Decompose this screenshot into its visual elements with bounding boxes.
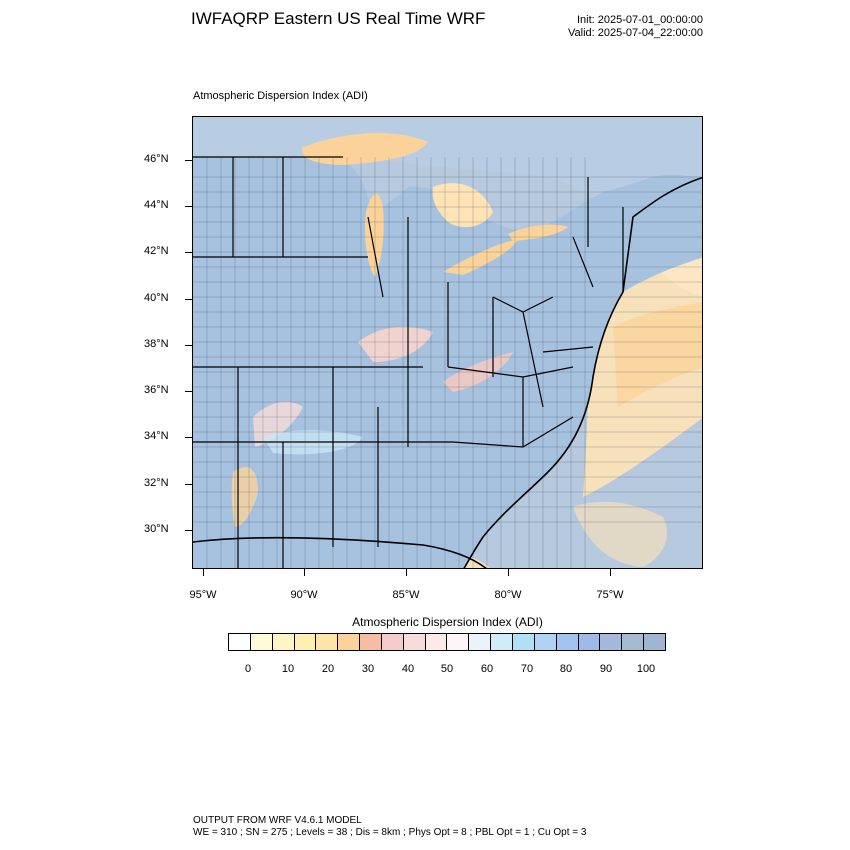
colorbar-box [600,634,623,650]
colorbar-label: 20 [321,663,335,675]
colorbar-label: 40 [401,663,415,675]
atlantic-coastline [463,176,702,568]
atlantic-orange-patch [613,302,702,407]
colorbar-label: 70 [520,663,534,675]
colorbar-box [360,634,382,650]
model-config: WE = 310 ; SN = 275 ; Levels = 38 ; Dis … [193,827,587,838]
lat-tick-label: 34°N [144,430,169,442]
colorbar [228,633,666,651]
colorbar-label: 50 [440,663,454,675]
colorbar-box [316,634,339,650]
lat-tick-mark [185,437,192,438]
colorbar-box [229,634,251,650]
colorbar-box [381,634,404,650]
lon-tick-label: 75°W [596,589,624,601]
mississippi-shading [253,401,303,447]
lat-tick-mark [185,160,192,161]
colorbar-box [425,634,448,650]
lake-michigan [365,194,384,277]
state-boundaries [193,156,624,568]
lake-erie [443,239,518,275]
colorbar-box [534,634,557,650]
map-canvas [193,117,702,568]
colorbar-box [403,634,426,650]
colorbar-label: 80 [559,663,573,675]
lon-tick-label: 90°W [290,589,318,601]
colorbar-label: 0 [244,663,252,675]
lon-tick-label: 85°W [392,589,420,601]
colorbar-label: 30 [361,663,375,675]
lat-tick-label: 32°N [144,477,169,489]
lon-tick-label: 80°W [494,589,522,601]
init-time: Init: 2025-07-01_00:00:00 [577,14,703,26]
colorbar-box [250,634,273,650]
colorbar-box [578,634,601,650]
map-subtitle: Atmospheric Dispersion Index (ADI) [193,90,368,102]
lat-tick-mark [185,252,192,253]
valid-time: Valid: 2025-07-04_22:00:00 [568,27,703,39]
lat-tick-label: 36°N [144,384,169,396]
colorbar-box [447,634,470,650]
lon-tick-mark [508,569,509,576]
colorbar-label: 60 [480,663,494,675]
map-panel [192,116,703,569]
lat-tick-mark [185,530,192,531]
page-title: IWFAQRP Eastern US Real Time WRF [191,9,486,28]
lat-tick-mark [185,206,192,207]
colorbar-box [622,634,645,650]
lat-tick-mark [185,484,192,485]
lat-tick-mark [185,345,192,346]
lon-tick-mark [610,569,611,576]
lat-tick-label: 40°N [144,292,169,304]
colorbar-label: 90 [599,663,613,675]
lon-tick-mark [304,569,305,576]
colorbar-box [272,634,295,650]
lake-huron [432,183,493,228]
colorbar-box [556,634,579,650]
lat-tick-label: 46°N [144,153,169,165]
lon-tick-label: 95°W [189,589,217,601]
lon-tick-mark [203,569,204,576]
gulf-coastline [193,536,487,568]
atlantic-south-patch [573,501,667,567]
lat-tick-label: 44°N [144,199,169,211]
lat-tick-mark [185,299,192,300]
colorbar-box [338,634,361,650]
colorbar-label: 10 [281,663,295,675]
colorbar-box [644,634,665,650]
lat-tick-label: 38°N [144,338,169,350]
colorbar-title: Atmospheric Dispersion Index (ADI) [352,615,543,629]
lat-tick-label: 42°N [144,245,169,257]
colorbar-label: 100 [636,663,656,675]
colorbar-box [491,634,513,650]
lat-tick-mark [185,391,192,392]
colorbar-box [469,634,492,650]
colorbar-box [512,634,535,650]
lat-tick-label: 30°N [144,523,169,535]
ohio-valley-shading [358,326,433,362]
lon-tick-mark [406,569,407,576]
colorbar-box [294,634,317,650]
model-info: OUTPUT FROM WRF V4.6.1 MODEL [193,815,362,826]
